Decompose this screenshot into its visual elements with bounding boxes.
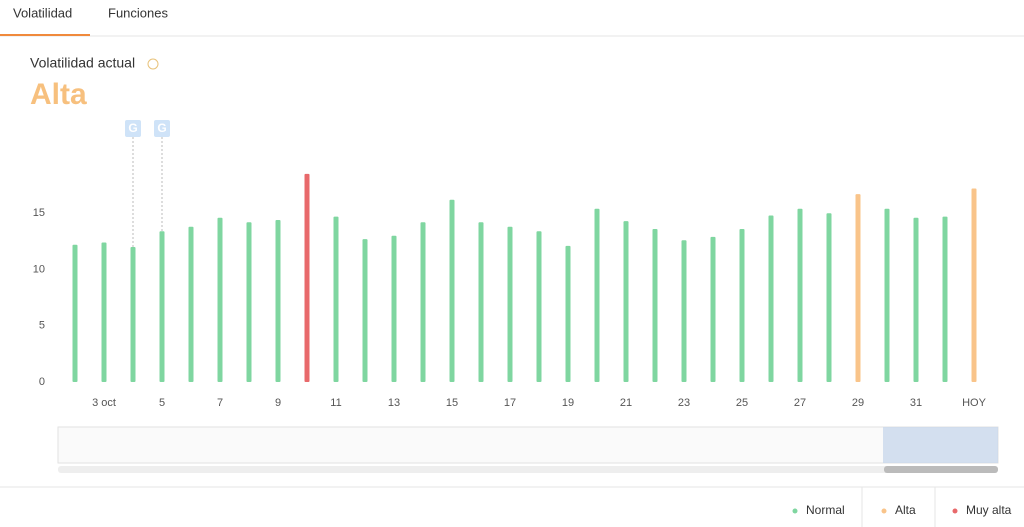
bar	[72, 244, 78, 382]
bar	[478, 222, 484, 382]
bar	[652, 229, 658, 382]
x-tick-label: 31	[910, 397, 922, 409]
annotation-flag	[125, 120, 141, 137]
bar	[942, 216, 948, 382]
bar	[565, 245, 571, 382]
bar	[449, 199, 455, 382]
legend-label: Alta	[895, 503, 916, 517]
x-tick-label: 21	[620, 397, 632, 409]
x-tick-label: 29	[852, 397, 864, 409]
y-tick-label: 0	[39, 376, 45, 388]
bar	[420, 222, 426, 382]
bar	[884, 208, 890, 382]
bar	[362, 239, 368, 382]
bar	[217, 217, 223, 382]
navigator	[57, 426, 999, 464]
x-tick-label: HOY	[962, 397, 987, 409]
tab[interactable]: Volatilidad	[13, 5, 72, 20]
x-tick-label: 13	[388, 397, 400, 409]
x-tick-label: 23	[678, 397, 690, 409]
bar	[710, 236, 716, 382]
legend-label: Muy alta	[966, 503, 1012, 517]
x-tick-label: 7	[217, 397, 223, 409]
bar	[130, 247, 136, 382]
y-tick-label: 15	[33, 207, 45, 219]
bar	[188, 226, 194, 382]
bar	[391, 235, 397, 382]
y-tick-label: 10	[33, 263, 45, 275]
x-tick-label: 25	[736, 397, 748, 409]
bar	[797, 208, 803, 382]
annotation-label: G	[157, 121, 166, 135]
bar	[855, 194, 861, 382]
x-tick-label: 19	[562, 397, 574, 409]
bar	[913, 217, 919, 382]
bar	[623, 221, 629, 382]
x-tick-label: 9	[275, 397, 281, 409]
bar	[333, 216, 339, 382]
bar	[536, 231, 542, 382]
annotation-label: G	[128, 121, 137, 135]
header-label: Volatilidad actual	[30, 55, 135, 71]
bar	[768, 215, 774, 382]
bar	[246, 222, 252, 382]
scrollbar	[58, 466, 998, 473]
bar	[304, 173, 310, 382]
legend-swatch	[952, 508, 958, 514]
bar	[594, 208, 600, 382]
bar	[826, 213, 832, 382]
bar	[159, 231, 165, 382]
navigator-selection[interactable]	[883, 427, 998, 463]
help-icon[interactable]	[147, 58, 159, 70]
legend-swatch	[881, 508, 887, 514]
x-tick-label: 11	[330, 397, 341, 409]
bar	[971, 188, 977, 382]
x-tick-label: 17	[504, 397, 516, 409]
x-tick-label: 27	[794, 397, 806, 409]
x-tick-label: 5	[159, 397, 165, 409]
scrollbar-thumb[interactable]	[884, 466, 998, 473]
bar	[101, 242, 107, 382]
bar	[275, 220, 281, 382]
header-value: Alta	[30, 78, 87, 111]
tab[interactable]: Funciones	[108, 5, 168, 20]
legend-label: Normal	[806, 503, 845, 517]
legend-swatch	[792, 508, 798, 514]
bar	[507, 226, 513, 382]
bar	[739, 229, 745, 382]
annotation-flag	[154, 120, 170, 137]
bar	[681, 240, 687, 382]
y-tick-label: 5	[39, 320, 45, 332]
x-tick-label: 3 oct	[92, 397, 116, 409]
x-tick-label: 15	[446, 397, 458, 409]
